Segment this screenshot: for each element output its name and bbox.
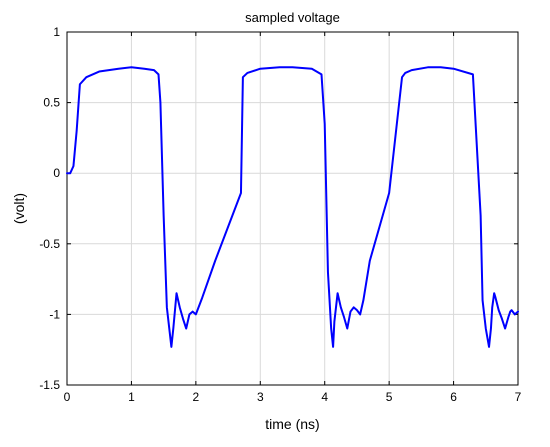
series-layer bbox=[66, 66, 519, 348]
plot-area bbox=[67, 32, 518, 385]
x-tick-label: 1 bbox=[128, 390, 135, 404]
plot-frame bbox=[66, 31, 519, 386]
x-tick-label: 5 bbox=[386, 390, 393, 404]
x-tick-labels: 0 1 2 3 4 5 6 7 bbox=[64, 390, 522, 404]
y-tick-label: -1.5 bbox=[39, 378, 60, 392]
x-axis-label: time (ns) bbox=[265, 416, 319, 432]
x-tick-label: 4 bbox=[321, 390, 328, 404]
y-tick-label: -1 bbox=[49, 307, 60, 321]
x-tick-label: 0 bbox=[64, 390, 71, 404]
y-tick-label: 1 bbox=[53, 25, 60, 39]
y-axis-label: (volt) bbox=[11, 193, 27, 224]
x-tick-label: 7 bbox=[515, 390, 522, 404]
x-tick-label: 6 bbox=[450, 390, 457, 404]
y-tick-label: 0.5 bbox=[43, 96, 60, 110]
voltage-series-line bbox=[66, 66, 519, 348]
chart-title: sampled voltage bbox=[245, 10, 340, 25]
x-tick-label: 3 bbox=[257, 390, 264, 404]
y-tick-label: 0 bbox=[53, 166, 60, 180]
y-tick-label: -0.5 bbox=[39, 237, 60, 251]
y-tick-labels: 1 0.5 0 -0.5 -1 -1.5 bbox=[39, 25, 60, 392]
x-tick-label: 2 bbox=[193, 390, 200, 404]
